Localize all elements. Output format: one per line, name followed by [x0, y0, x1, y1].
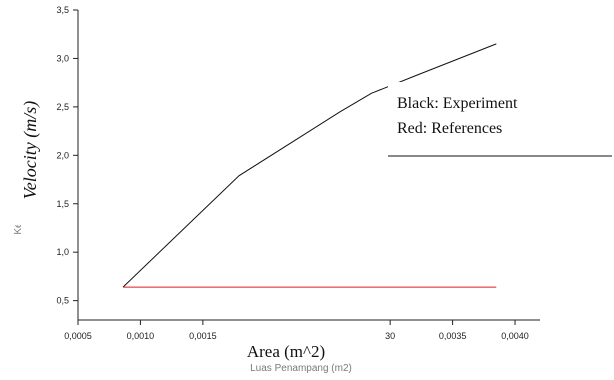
- x-tick-label: 30: [385, 331, 395, 341]
- y-tick-label: 0,5: [56, 296, 69, 306]
- plot-series: [122, 43, 497, 288]
- x-axis-ticks: 0,0005 0,0010 0,0015 30 0,0035 0,0040: [64, 320, 529, 341]
- x-tick-label: 0,0035: [439, 331, 467, 341]
- legend-cover: [388, 82, 612, 156]
- y-tick-label: 2,5: [56, 102, 69, 112]
- annotation-experiment: Black: Experiment: [397, 95, 518, 112]
- x-tick-label: 0,0010: [127, 331, 155, 341]
- y-tick-label: 2,0: [56, 150, 69, 160]
- x-tick-label: 0,0015: [189, 331, 217, 341]
- x-tick-label: 0,0040: [501, 331, 529, 341]
- ylabel-cover: [12, 135, 42, 225]
- y-tick-label: 3,5: [56, 5, 69, 15]
- axes: [77, 10, 540, 321]
- y-axis-label: Velocity (m/s): [20, 101, 41, 199]
- y-tick-label: 3,0: [56, 53, 69, 63]
- y-axis-ticks: 0,5 1,0 1,5 2,0 2,5 3,0 3,5: [56, 5, 78, 306]
- x-axis-label-fragment: Luas Penampang (m2): [250, 363, 352, 374]
- y-tick-label: 1,5: [56, 199, 69, 209]
- x-tick-label: 0,0005: [64, 331, 92, 341]
- xlabel-cover: [234, 339, 342, 363]
- x-axis-label: Area (m^2): [247, 342, 325, 361]
- annotation-references: Red: References: [397, 120, 502, 137]
- y-axis-label-fragment: Kec: [13, 217, 24, 234]
- y-tick-label: 1,0: [56, 247, 69, 257]
- series-line-experiment: [122, 43, 497, 288]
